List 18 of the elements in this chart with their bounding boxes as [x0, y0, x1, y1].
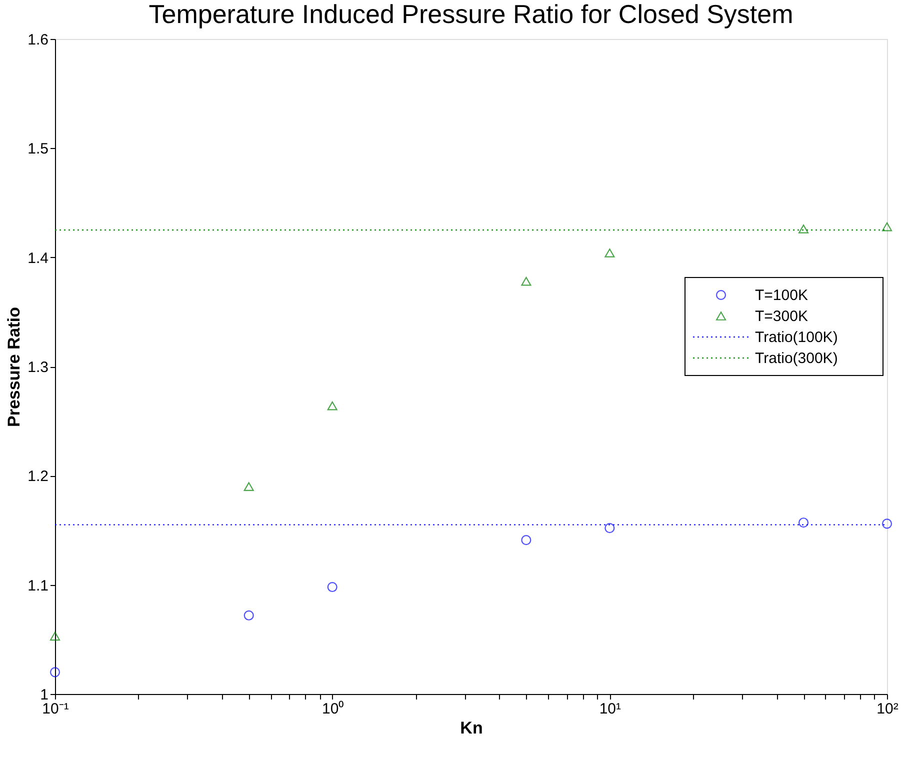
y-tick-label: 1.5 — [28, 140, 48, 158]
legend-label: T=300K — [755, 308, 808, 325]
y-tick-label: 1.3 — [28, 359, 48, 376]
y-tick-label: 1.6 — [28, 32, 48, 48]
x-tick-label: 10¹ — [599, 700, 622, 718]
y-tick-label: 1.2 — [28, 468, 48, 486]
legend-label: Tratio(100K) — [755, 329, 838, 346]
legend-label: Tratio(300K) — [755, 350, 838, 367]
legend-label: T=100K — [755, 287, 808, 304]
y-tick-label: 1.4 — [28, 250, 48, 267]
x-tick-label: 10⁻¹ — [42, 700, 69, 718]
y-tick-label: 1.1 — [28, 577, 48, 594]
x-axis-title: Kn — [460, 718, 483, 738]
y-axis-title: Pressure Ratio — [4, 307, 24, 427]
chart-title: Temperature Induced Pressure Ratio for Closed System — [148, 0, 794, 29]
x-tick-label: 10² — [876, 700, 898, 718]
y-tick-label: 1 — [40, 686, 48, 704]
x-tick-label: 10⁰ — [322, 700, 344, 718]
